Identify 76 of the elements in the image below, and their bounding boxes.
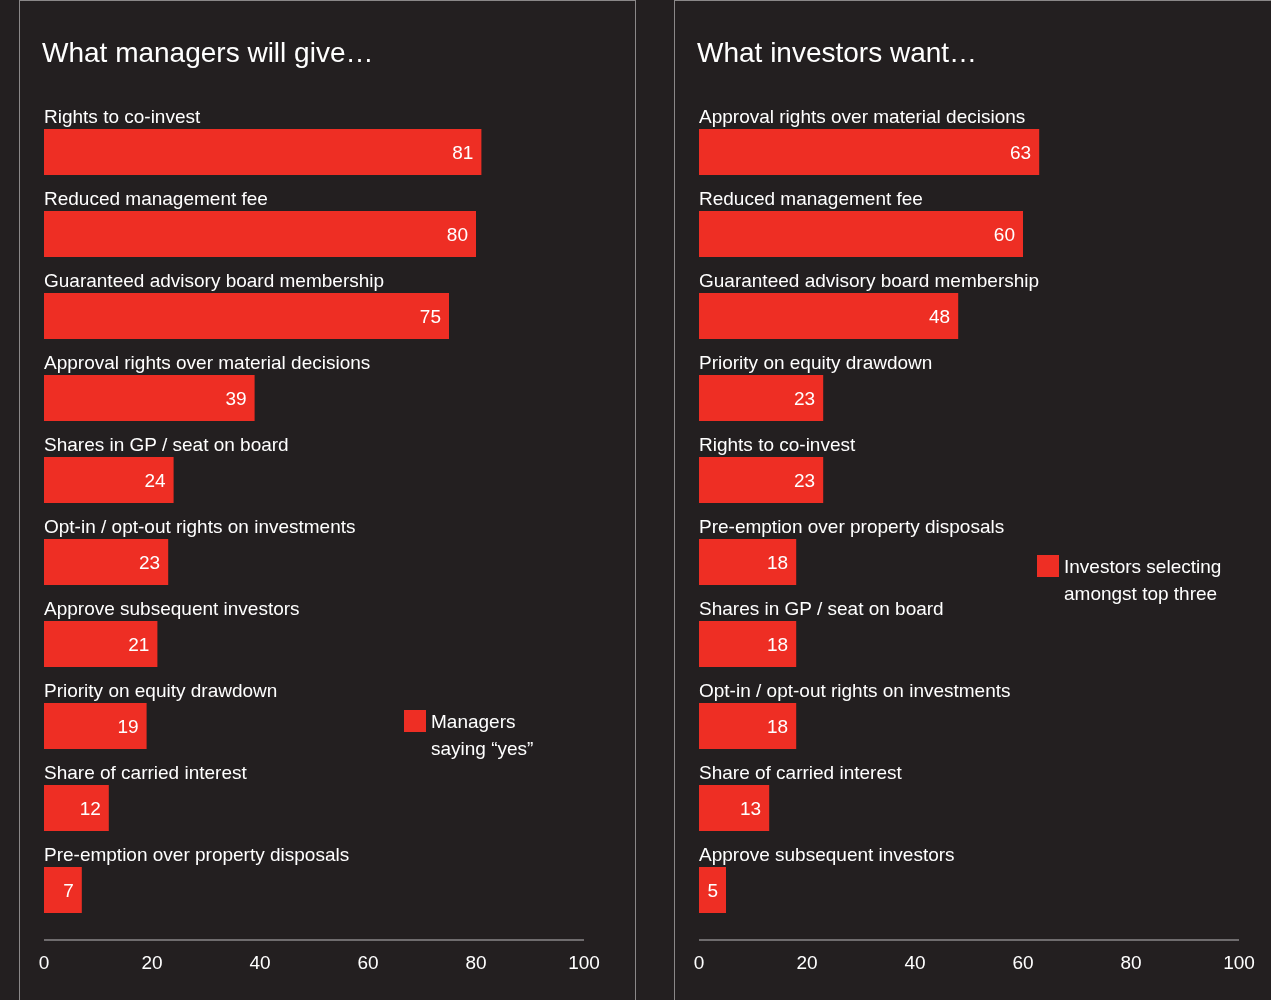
x-tick-label: 0 bbox=[693, 952, 705, 973]
bar bbox=[699, 457, 824, 503]
y-tick-label: Guaranteed advisory board membership bbox=[699, 270, 1040, 291]
bar bbox=[44, 703, 147, 749]
data-label: 23 bbox=[794, 470, 816, 491]
x-tick-label: 80 bbox=[465, 952, 487, 973]
y-tick-label: Shares in GP / seat on board bbox=[44, 434, 289, 455]
y-tick-label: Reduced management fee bbox=[699, 188, 923, 209]
data-label: 21 bbox=[128, 634, 150, 655]
data-label: 23 bbox=[794, 388, 816, 409]
data-label: 7 bbox=[63, 880, 74, 901]
x-tick-label: 20 bbox=[796, 952, 818, 973]
data-label: 24 bbox=[144, 470, 167, 491]
data-label: 60 bbox=[993, 224, 1015, 245]
y-tick-label: Pre-emption over property disposals bbox=[699, 516, 1005, 537]
chart-title: What investors want… bbox=[697, 37, 978, 68]
data-label: 12 bbox=[79, 798, 101, 819]
x-tick-label: 40 bbox=[249, 952, 271, 973]
data-label: 63 bbox=[1010, 142, 1032, 163]
y-tick-label: Guaranteed advisory board membership bbox=[44, 270, 385, 291]
legend-label: Investors selecting amongst top three bbox=[1064, 556, 1222, 604]
bar bbox=[44, 785, 109, 831]
y-tick-label: Shares in GP / seat on board bbox=[699, 598, 944, 619]
bar bbox=[44, 867, 82, 913]
y-tick-label: Opt-in / opt-out rights on investments bbox=[44, 516, 356, 537]
bar bbox=[699, 785, 770, 831]
bar bbox=[44, 129, 482, 175]
data-label: 39 bbox=[225, 388, 247, 409]
x-tick-label: 40 bbox=[904, 952, 926, 973]
bar bbox=[44, 621, 158, 667]
y-tick-label: Priority on equity drawdown bbox=[699, 352, 933, 373]
data-label: 48 bbox=[929, 306, 951, 327]
bar bbox=[699, 867, 726, 913]
x-tick-label: 60 bbox=[357, 952, 379, 973]
data-label: 81 bbox=[452, 142, 474, 163]
data-label: 23 bbox=[139, 552, 161, 573]
y-tick-label: Opt-in / opt-out rights on investments bbox=[699, 680, 1011, 701]
bar bbox=[699, 621, 797, 667]
y-tick-label: Priority on equity drawdown bbox=[44, 680, 278, 701]
bar bbox=[699, 539, 797, 585]
data-label: 19 bbox=[117, 716, 139, 737]
y-tick-label: Approval rights over material decisions bbox=[699, 106, 1026, 127]
bar bbox=[699, 375, 824, 421]
legend-label: Managers saying “yes” bbox=[431, 711, 534, 759]
data-label: 18 bbox=[767, 716, 789, 737]
bar bbox=[44, 211, 476, 257]
chart-title: What managers will give… bbox=[42, 37, 374, 68]
x-tick-label: 60 bbox=[1012, 952, 1034, 973]
x-tick-label: 20 bbox=[141, 952, 163, 973]
y-tick-label: Share of carried interest bbox=[44, 762, 248, 783]
bar bbox=[699, 211, 1023, 257]
bar bbox=[44, 539, 169, 585]
data-label: 5 bbox=[707, 880, 718, 901]
y-tick-label: Rights to co-invest bbox=[699, 434, 857, 455]
data-label: 18 bbox=[767, 552, 789, 573]
y-tick-label: Reduced management fee bbox=[44, 188, 268, 209]
data-label: 80 bbox=[446, 224, 468, 245]
data-label: 18 bbox=[767, 634, 789, 655]
y-tick-label: Rights to co-invest bbox=[44, 106, 202, 127]
x-tick-label: 80 bbox=[1120, 952, 1142, 973]
y-tick-label: Pre-emption over property disposals bbox=[44, 844, 350, 865]
bar bbox=[699, 703, 797, 749]
bar bbox=[44, 375, 255, 421]
bar bbox=[699, 293, 959, 339]
y-tick-label: Share of carried interest bbox=[699, 762, 903, 783]
y-tick-label: Approve subsequent investors bbox=[44, 598, 300, 619]
data-label: 75 bbox=[419, 306, 441, 327]
data-label: 13 bbox=[740, 798, 762, 819]
y-tick-label: Approval rights over material decisions bbox=[44, 352, 371, 373]
bar bbox=[44, 293, 449, 339]
y-tick-label: Approve subsequent investors bbox=[699, 844, 955, 865]
x-tick-label: 100 bbox=[1223, 952, 1255, 973]
bar bbox=[44, 457, 174, 503]
bar bbox=[699, 129, 1040, 175]
x-tick-label: 100 bbox=[568, 952, 600, 973]
x-tick-label: 0 bbox=[38, 952, 50, 973]
